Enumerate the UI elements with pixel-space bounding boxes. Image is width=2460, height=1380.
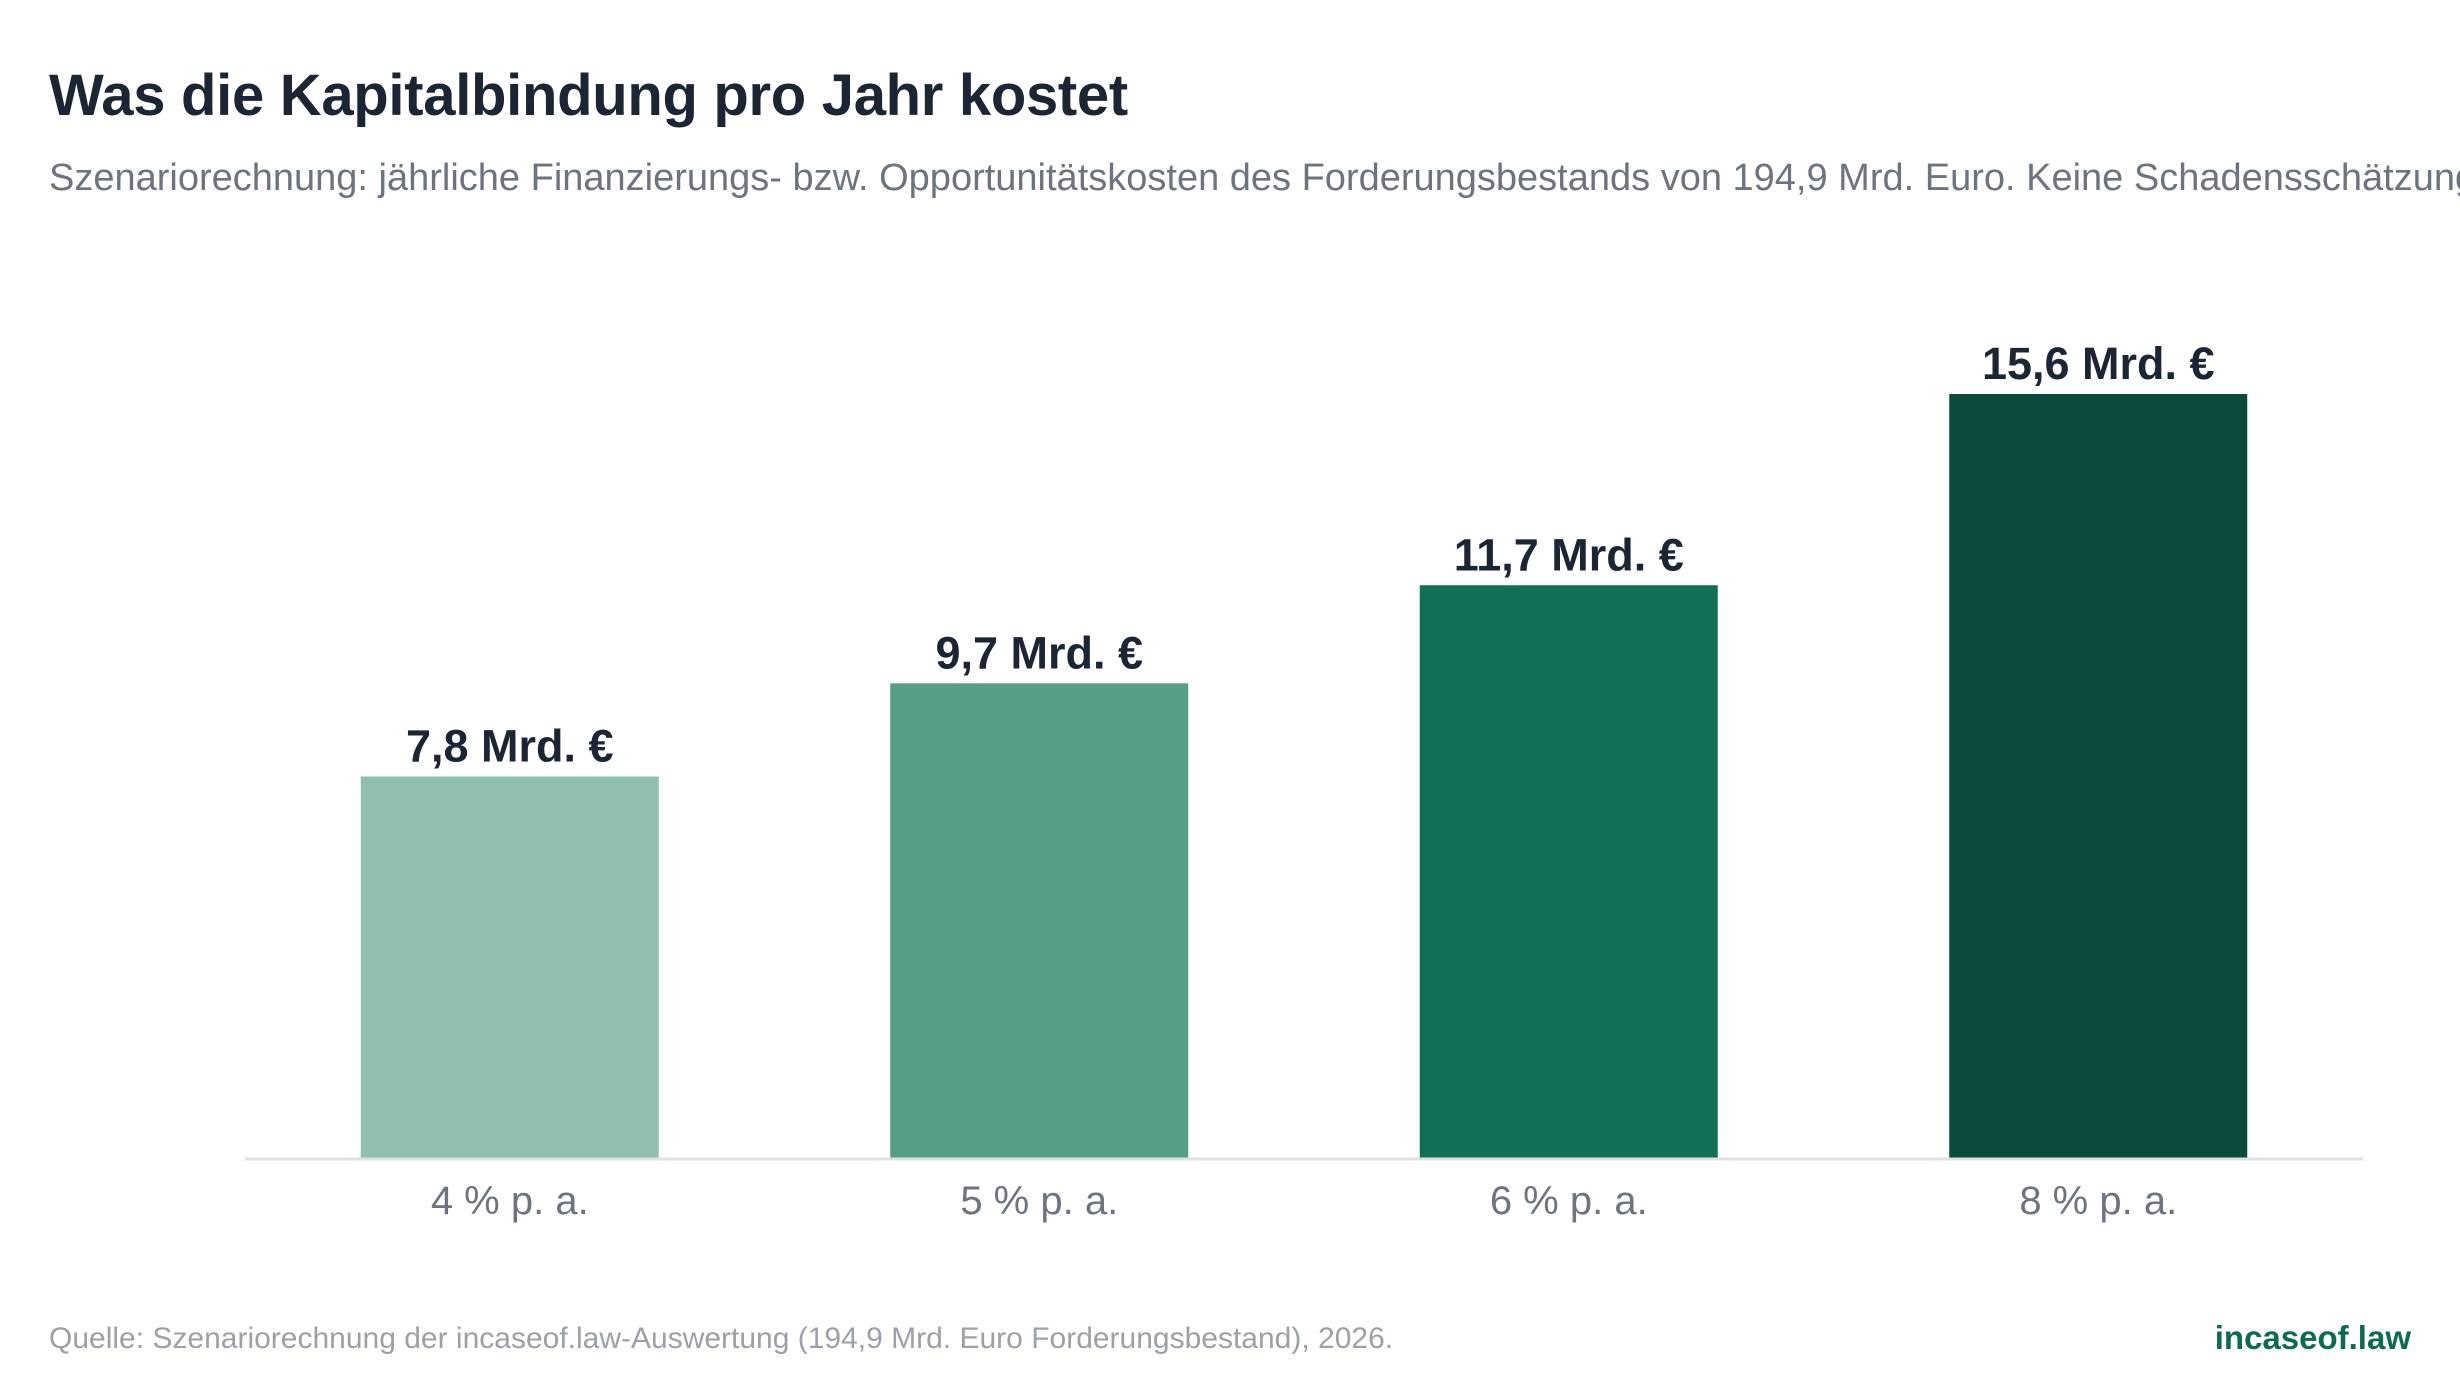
bar-group: 7,8 Mrd. € 4 % p. a. 9,7 Mrd. € 5 % p. a. 11…: [360, 338, 2248, 1223]
chart-title: Was die Kapitalbindung pro Jahr kostet: [49, 63, 1128, 128]
bar-2: [890, 683, 1189, 1159]
bar-chart: 7,8 Mrd. € 4 % p. a. 9,7 Mrd. € 5 % p. a. 11…: [245, 338, 2363, 1223]
x-tick-label-1: 4 % p. a.: [431, 1179, 589, 1223]
x-tick-label-3: 6 % p. a.: [1490, 1179, 1648, 1223]
bar-3: [1419, 585, 1718, 1159]
data-label-1: 7,8 Mrd. €: [406, 721, 614, 772]
bar-1: [360, 776, 659, 1159]
brand-logo-text: incaseof.law: [2214, 1319, 2411, 1356]
bar-4: [1949, 394, 2248, 1159]
data-label-3: 11,7 Mrd. €: [1454, 529, 1684, 580]
source-note: Quelle: Szenariorechnung der incaseof.la…: [49, 1322, 1394, 1355]
data-label-4: 15,6 Mrd. €: [1982, 338, 2215, 389]
x-tick-label-2: 5 % p. a.: [960, 1179, 1118, 1223]
x-tick-label-4: 8 % p. a.: [2019, 1179, 2177, 1223]
chart-subtitle: Szenariorechnung: jährliche Finanzierung…: [49, 157, 2460, 199]
data-label-2: 9,7 Mrd. €: [935, 627, 1143, 678]
